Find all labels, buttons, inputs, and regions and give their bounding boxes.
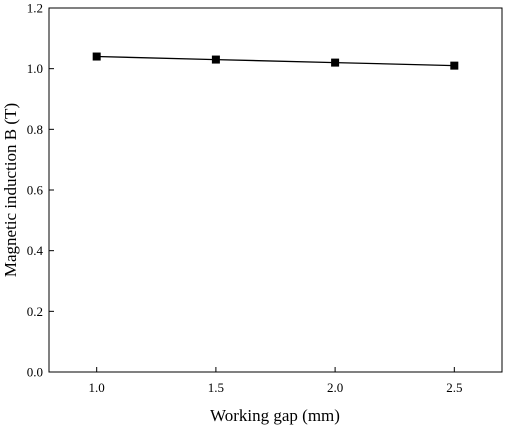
x-axis-title: Working gap (mm)	[210, 406, 340, 425]
y-tick-label: 0.6	[27, 183, 44, 198]
data-point	[331, 58, 340, 67]
data-point	[92, 52, 101, 61]
data-point	[450, 61, 459, 70]
y-tick-label: 0.0	[27, 365, 43, 380]
plot-frame	[48, 7, 503, 373]
y-tick-label: 0.2	[27, 304, 43, 319]
x-tick-label: 2.0	[327, 380, 343, 395]
y-tick-label: 0.4	[27, 243, 44, 258]
series-layer	[92, 52, 459, 70]
x-axis: 1.0 1.5 2.0 2.5	[89, 367, 462, 395]
y-axis-title: Magnetic induction B (T)	[1, 103, 20, 277]
x-tick-label: 1.0	[89, 380, 105, 395]
data-point	[211, 55, 220, 64]
y-axis: 0.0 0.2 0.4 0.6 0.8 1.0 1.2	[27, 1, 54, 380]
series-line	[96, 55, 455, 67]
y-tick-label: 1.0	[27, 61, 43, 76]
x-tick-label: 2.5	[446, 380, 462, 395]
x-tick-label: 1.5	[208, 380, 224, 395]
y-tick-label: 1.2	[27, 1, 43, 16]
y-tick-label: 0.8	[27, 122, 43, 137]
